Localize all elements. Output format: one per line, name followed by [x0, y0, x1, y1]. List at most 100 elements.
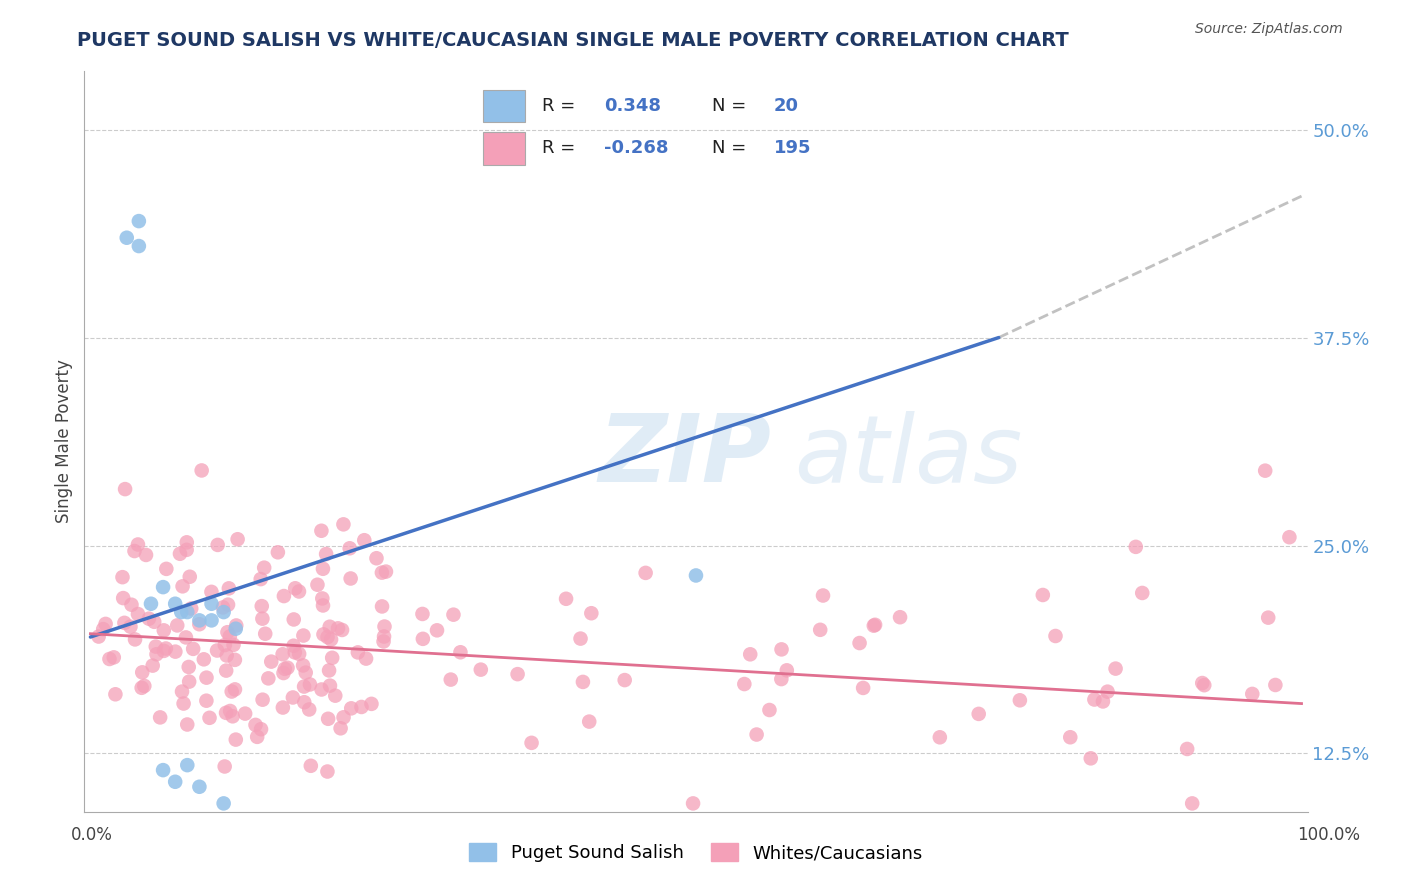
Point [426, 624, 449, 638]
Point [91, 622, 114, 636]
Point [1175, 742, 1198, 756]
Point [928, 731, 950, 745]
Point [188, 614, 211, 628]
Point [153, 644, 176, 658]
Point [299, 759, 322, 773]
Point [121, 598, 143, 612]
Point [613, 673, 636, 687]
Point [758, 703, 780, 717]
Point [254, 626, 277, 640]
Point [315, 547, 337, 561]
Point [578, 714, 600, 729]
Point [131, 681, 153, 695]
Text: 195: 195 [773, 139, 811, 157]
Point [127, 537, 149, 551]
Text: atlas: atlas [794, 411, 1022, 502]
Point [177, 660, 200, 674]
Point [153, 624, 176, 638]
Point [200, 597, 222, 611]
Point [1130, 586, 1153, 600]
Point [1083, 692, 1105, 706]
Point [176, 758, 198, 772]
Point [811, 589, 834, 603]
Point [776, 663, 799, 677]
Point [138, 612, 160, 626]
Point [224, 653, 246, 667]
Point [250, 722, 273, 736]
Point [373, 619, 395, 633]
Point [353, 533, 375, 548]
Point [170, 684, 193, 698]
Point [1097, 684, 1119, 698]
Point [316, 630, 339, 644]
Point [332, 517, 354, 532]
Point [250, 599, 273, 614]
Point [179, 674, 201, 689]
Text: R =: R = [541, 97, 581, 115]
Point [246, 730, 269, 744]
Point [131, 665, 153, 680]
Point [176, 542, 198, 557]
Point [581, 606, 603, 620]
Point [1059, 731, 1081, 745]
Point [373, 630, 395, 644]
Point [808, 623, 831, 637]
Point [347, 645, 370, 659]
Point [212, 605, 235, 619]
Point [170, 605, 193, 619]
Point [172, 579, 194, 593]
Point [572, 674, 595, 689]
Point [139, 597, 162, 611]
Text: 0.0%: 0.0% [70, 826, 112, 844]
Point [288, 584, 311, 599]
Point [176, 717, 198, 731]
Point [267, 545, 290, 559]
Point [312, 599, 335, 613]
Point [152, 580, 174, 594]
Point [195, 694, 218, 708]
Point [114, 482, 136, 496]
Point [135, 548, 157, 562]
Point [298, 702, 321, 716]
Point [218, 582, 240, 596]
Point [318, 664, 340, 678]
Point [145, 647, 167, 661]
Point [271, 700, 294, 714]
Point [329, 721, 352, 735]
Point [215, 664, 238, 678]
Point [193, 652, 215, 666]
Point [245, 718, 267, 732]
Point [740, 648, 762, 662]
Point [127, 607, 149, 621]
Point [967, 706, 990, 721]
Point [120, 620, 142, 634]
Text: N =: N = [711, 139, 752, 157]
Point [1045, 629, 1067, 643]
Point [212, 797, 235, 811]
Point [273, 589, 295, 603]
Point [188, 617, 211, 632]
Point [298, 677, 321, 691]
Point [332, 710, 354, 724]
Text: ZIP: ZIP [598, 410, 770, 502]
Point [134, 679, 156, 693]
Point [1104, 662, 1126, 676]
Point [311, 591, 333, 606]
Point [200, 614, 222, 628]
Point [1194, 678, 1216, 692]
Point [1008, 693, 1031, 707]
Point [520, 736, 543, 750]
Point [292, 658, 315, 673]
Point [292, 628, 315, 642]
Point [205, 643, 228, 657]
Point [257, 671, 280, 685]
Point [226, 533, 249, 547]
Point [214, 638, 236, 652]
Bar [484, 89, 524, 122]
Point [440, 673, 463, 687]
Point [284, 645, 307, 659]
Point [770, 642, 793, 657]
Point [307, 578, 329, 592]
Point [852, 681, 875, 695]
Point [252, 612, 274, 626]
